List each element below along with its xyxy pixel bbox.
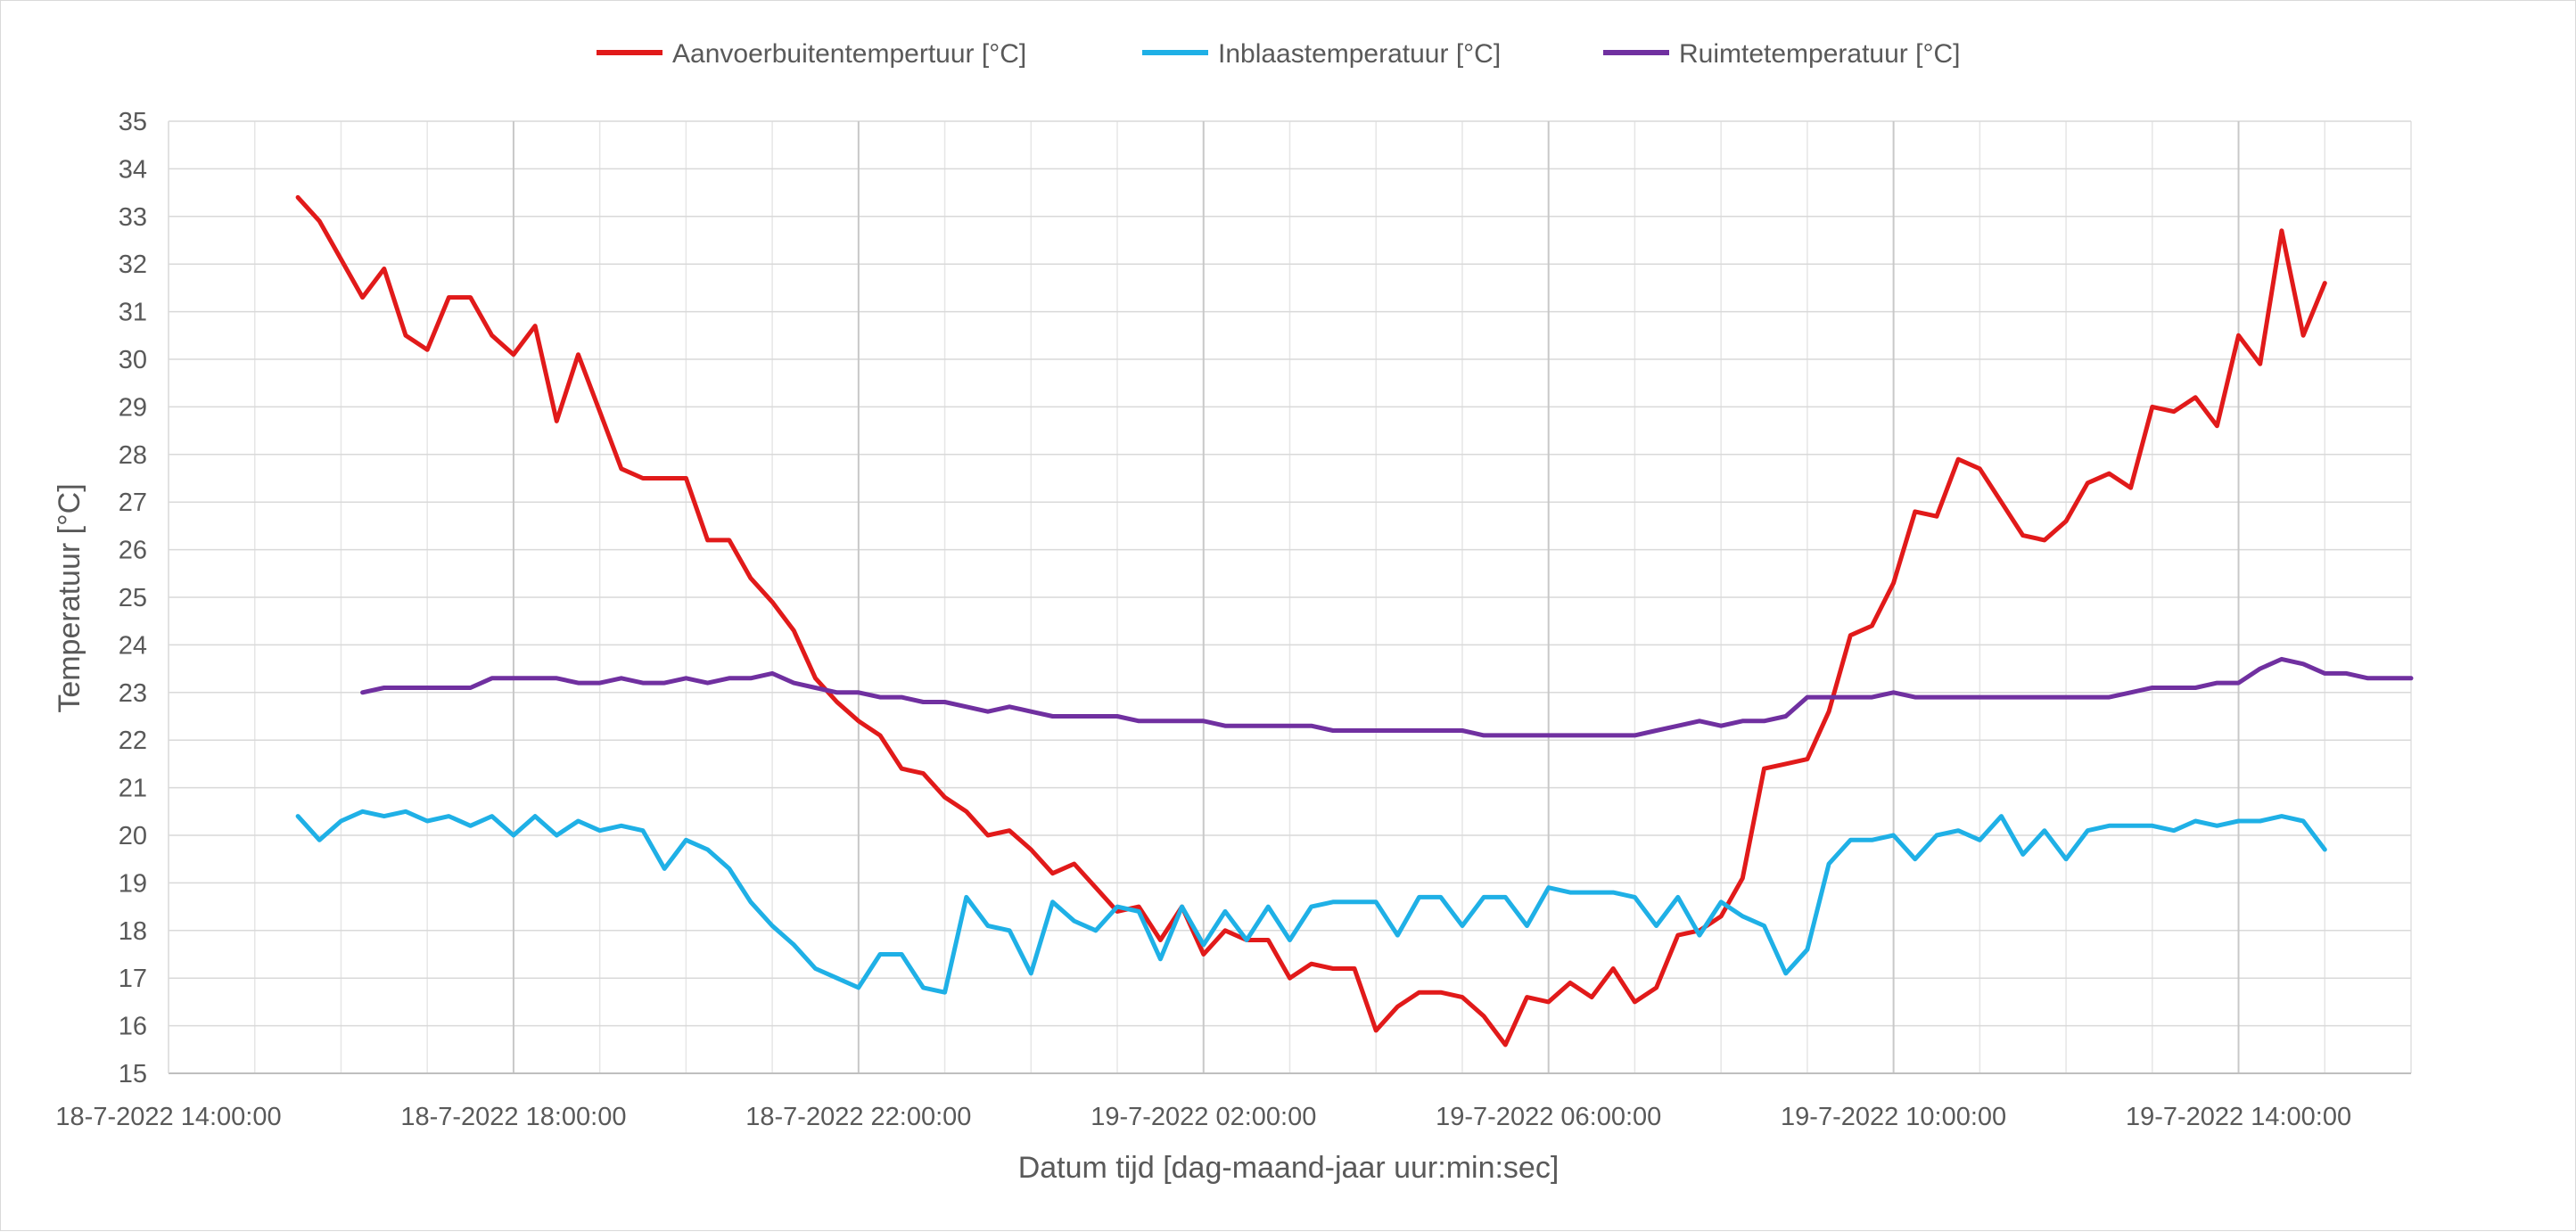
x-tick-label: 19-7-2022 06:00:00 [1436, 1103, 1661, 1131]
x-tick-label: 19-7-2022 10:00:00 [1781, 1103, 2006, 1131]
y-tick-label: 25 [119, 584, 147, 612]
y-tick-label: 18 [119, 917, 147, 946]
series-line-2 [295, 809, 2327, 995]
legend-label: Aanvoerbuitentempertuur [°C] [672, 39, 1026, 69]
x-axis-title: Datum tijd [dag-maand-jaar uur:min:sec] [1018, 1151, 1560, 1185]
y-tick-label: 24 [119, 631, 147, 660]
minor-gridlines [169, 120, 2412, 1073]
y-tick-label: 27 [119, 489, 147, 517]
legend: Aanvoerbuitentempertuur [°C] Inblaastempe… [597, 39, 1960, 69]
y-tick-label: 15 [119, 1060, 147, 1088]
y-tick-label: 33 [119, 203, 147, 232]
x-tick-label: 18-7-2022 18:00:00 [400, 1103, 626, 1131]
series-line-3 [360, 656, 2414, 738]
y-tick-label: 23 [119, 679, 147, 708]
x-tick-label: 19-7-2022 14:00:00 [2126, 1103, 2351, 1131]
series-lines [295, 194, 2414, 1047]
y-tick-label: 17 [119, 965, 147, 993]
y-tick-label: 28 [119, 441, 147, 470]
y-tick-label: 34 [119, 155, 147, 184]
y-tick-label: 29 [119, 393, 147, 422]
y-tick-label: 32 [119, 251, 147, 279]
axes [168, 121, 2411, 1074]
y-tick-label: 21 [119, 775, 147, 803]
x-tick-label: 19-7-2022 02:00:00 [1090, 1103, 1316, 1131]
y-tick-label: 26 [119, 537, 147, 565]
y-tick-label: 35 [119, 108, 147, 136]
major-gridlines [512, 121, 2240, 1073]
y-tick-label: 16 [119, 1013, 147, 1041]
x-tick-label: 18-7-2022 14:00:00 [55, 1103, 281, 1131]
y-tick-labels: 15 16 17 18 19 20 21 22 23 24 25 26 27 28 29 30 31 32 33 34… [119, 108, 147, 1088]
legend-label: Ruimtetemperatuur [°C] [1679, 39, 1960, 69]
y-axis-title: Temperatuur [°C] [53, 483, 86, 712]
y-tick-label: 30 [119, 346, 147, 374]
y-tick-label: 22 [119, 727, 147, 755]
y-tick-label: 31 [119, 299, 147, 327]
x-tick-labels: 18-7-2022 14:00:00 18-7-2022 18:00:00 18-7… [55, 1103, 2351, 1131]
y-tick-label: 20 [119, 822, 147, 850]
legend-label: Inblaastemperatuur [°C] [1218, 39, 1501, 69]
x-tick-label: 18-7-2022 22:00:00 [745, 1103, 971, 1131]
series-line-1 [295, 194, 2327, 1047]
y-tick-label: 19 [119, 869, 147, 898]
